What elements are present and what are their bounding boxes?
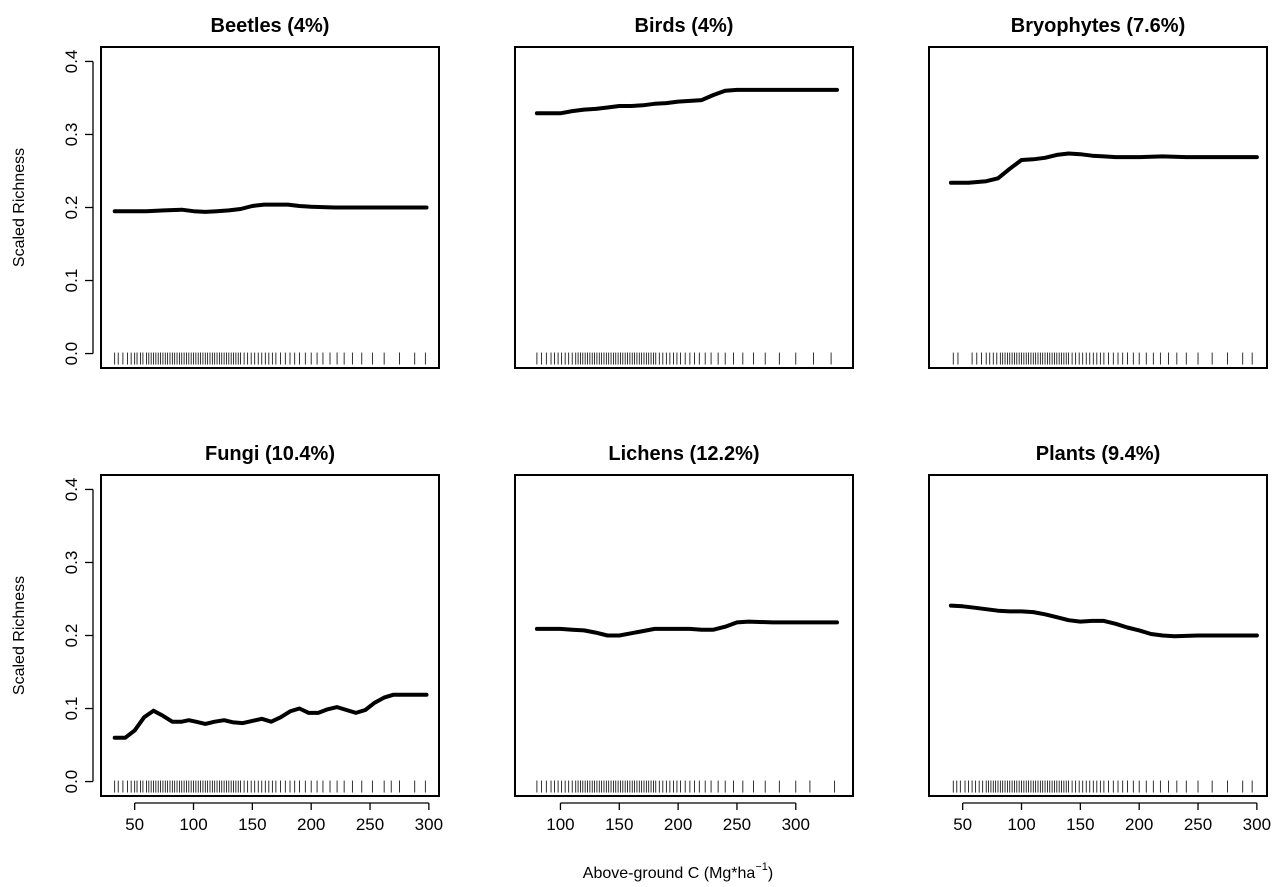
- y-tick-label: 0.1: [62, 697, 81, 721]
- panel-title: Bryophytes (7.6%): [1011, 15, 1186, 37]
- rug: [114, 352, 426, 365]
- series-line: [534, 619, 839, 638]
- series-line: [112, 202, 429, 214]
- panel-6: Plants (9.4%) 50 100 150 200 250 300: [928, 443, 1271, 834]
- x-tick-label: 100: [546, 815, 574, 834]
- panel-frame: [100, 474, 440, 797]
- panel-1: Beetles (4%) 0.0 0.1 0.2 0.3 0.4 Scaled Richne…: [11, 15, 440, 369]
- rug: [952, 780, 1253, 793]
- y-tick-label: 0.0: [62, 342, 81, 366]
- y-tick-label: 0.2: [62, 624, 81, 648]
- panel-frame: [928, 46, 1268, 369]
- x-tick-label: 200: [1125, 815, 1153, 834]
- x-axis-title-text: Above-ground C (Mg*ha: [583, 865, 756, 882]
- panel-title: Lichens (12.2%): [608, 443, 759, 465]
- y-axis-title: Scaled Richness: [11, 576, 28, 695]
- rug: [536, 780, 836, 793]
- x-tick-label: 250: [723, 815, 751, 834]
- series-line: [534, 87, 839, 116]
- rug: [114, 780, 426, 793]
- x-tick-label: 150: [1066, 815, 1094, 834]
- x-tick-label: 300: [415, 815, 443, 834]
- x-tick-label: 150: [605, 815, 633, 834]
- x-axis-title-superscript: −1: [755, 861, 768, 873]
- x-tick-label: 250: [1184, 815, 1212, 834]
- x-tick-label: 150: [238, 815, 266, 834]
- x-axis-title: Above-ground C (Mg*ha−1): [583, 861, 773, 882]
- x-tick-label: 250: [356, 815, 384, 834]
- x-axis-title-close: ): [768, 865, 773, 882]
- panel-title: Birds (4%): [635, 15, 734, 37]
- svg-text:Above-ground C (Mg*ha−1): Above-ground C (Mg*ha−1): [583, 861, 773, 882]
- rug: [536, 352, 832, 365]
- y-tick-label: 0.4: [62, 478, 81, 502]
- x-tick-label: 50: [125, 815, 144, 834]
- x-tick-label: 300: [1243, 815, 1271, 834]
- rug: [952, 352, 1253, 365]
- y-tick-label: 0.3: [62, 551, 81, 575]
- panels: Beetles (4%) 0.0 0.1 0.2 0.3 0.4 Scaled Richne…: [11, 15, 1271, 834]
- panel-frame: [514, 46, 854, 369]
- panel-4: Fungi (10.4%) 0.0 0.1 0.2 0.3 0.4 Scaled Richn…: [11, 443, 443, 834]
- x-tick-label: 300: [782, 815, 810, 834]
- series-line: [948, 151, 1259, 185]
- series-line: [112, 692, 429, 740]
- panel-frame: [514, 474, 854, 797]
- y-tick-label: 0.4: [62, 50, 81, 74]
- x-tick-label: 100: [1007, 815, 1035, 834]
- panel-title: Beetles (4%): [211, 15, 330, 37]
- panel-title: Plants (9.4%): [1036, 443, 1160, 465]
- panel-title: Fungi (10.4%): [205, 443, 335, 465]
- x-tick-label: 50: [953, 815, 972, 834]
- series-line: [948, 603, 1259, 639]
- panel-frame: [928, 474, 1268, 797]
- y-tick-label: 0.2: [62, 196, 81, 220]
- panel-3: Bryophytes (7.6%): [928, 15, 1268, 369]
- y-tick-label: 0.3: [62, 123, 81, 147]
- x-tick-label: 200: [297, 815, 325, 834]
- panel-frame: [100, 46, 440, 369]
- x-tick-label: 200: [664, 815, 692, 834]
- x-tick-label: 100: [179, 815, 207, 834]
- panel-5: Lichens (12.2%) 100 150 200 250 300: [514, 443, 854, 834]
- panel-2: Birds (4%): [514, 15, 854, 369]
- y-tick-label: 0.1: [62, 269, 81, 293]
- y-axis-title: Scaled Richness: [11, 148, 28, 267]
- y-tick-label: 0.0: [62, 770, 81, 794]
